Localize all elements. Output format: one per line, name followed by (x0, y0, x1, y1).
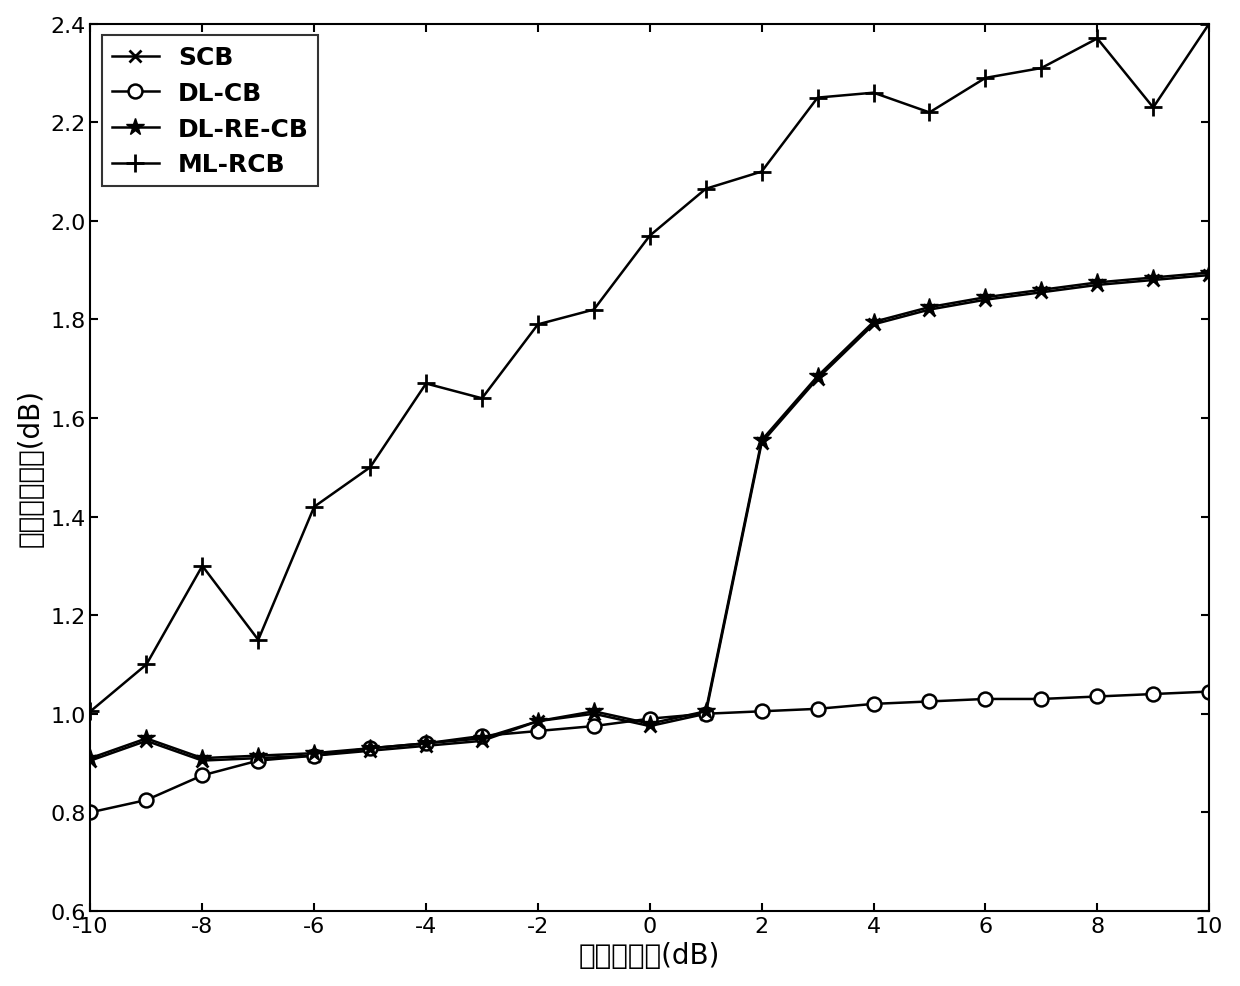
ML-RCB (1146, 103, 1161, 114)
ML-RCB (923, 107, 937, 119)
DL-CB (587, 721, 601, 733)
DL-CB (978, 693, 993, 705)
DL-RE-CB (866, 317, 880, 328)
ML-RCB (1202, 19, 1216, 31)
DL-CB (139, 795, 154, 807)
ML-RCB (195, 560, 210, 572)
SCB (306, 750, 321, 762)
Line: DL-RE-CB: DL-RE-CB (82, 264, 1218, 767)
DL-RE-CB (362, 742, 377, 754)
DL-CB (250, 755, 265, 767)
DL-RE-CB (1202, 267, 1216, 279)
ML-RCB (866, 88, 880, 100)
DL-RE-CB (419, 738, 434, 749)
DL-RE-CB (698, 706, 713, 718)
ML-RCB (362, 461, 377, 473)
SCB (587, 708, 601, 720)
DL-RE-CB (83, 752, 98, 764)
ML-RCB (306, 501, 321, 513)
DL-CB (1090, 691, 1105, 703)
DL-CB (306, 750, 321, 762)
DL-CB (810, 703, 825, 715)
Y-axis label: 输出信干噪比(dB): 输出信干噪比(dB) (16, 388, 45, 547)
ML-RCB (642, 231, 657, 243)
ML-RCB (250, 634, 265, 646)
DL-CB (475, 731, 490, 742)
SCB (810, 374, 825, 386)
ML-RCB (754, 167, 769, 178)
DL-RE-CB (923, 302, 937, 314)
DL-CB (754, 706, 769, 718)
Line: ML-RCB: ML-RCB (82, 16, 1218, 721)
DL-RE-CB (475, 733, 490, 744)
DL-CB (1202, 686, 1216, 698)
SCB (978, 295, 993, 307)
DL-RE-CB (978, 292, 993, 304)
DL-CB (531, 726, 546, 738)
DL-RE-CB (1034, 285, 1049, 297)
SCB (866, 319, 880, 331)
SCB (195, 755, 210, 767)
DL-RE-CB (587, 706, 601, 718)
DL-CB (698, 708, 713, 720)
SCB (1202, 270, 1216, 282)
SCB (1146, 275, 1161, 287)
SCB (642, 721, 657, 733)
DL-CB (1146, 688, 1161, 700)
Line: DL-CB: DL-CB (83, 685, 1216, 819)
ML-RCB (1034, 63, 1049, 75)
DL-CB (866, 698, 880, 710)
ML-RCB (83, 706, 98, 718)
DL-RE-CB (1146, 272, 1161, 284)
ML-RCB (978, 73, 993, 85)
SCB (698, 708, 713, 720)
ML-RCB (698, 183, 713, 195)
SCB (754, 437, 769, 449)
X-axis label: 输入信噪比(dB): 输入信噪比(dB) (579, 942, 720, 969)
SCB (362, 745, 377, 757)
DL-CB (362, 742, 377, 754)
ML-RCB (1090, 34, 1105, 45)
SCB (250, 752, 265, 764)
DL-RE-CB (810, 371, 825, 383)
Line: SCB: SCB (84, 269, 1215, 767)
DL-RE-CB (195, 752, 210, 764)
ML-RCB (419, 379, 434, 390)
Legend: SCB, DL-CB, DL-RE-CB, ML-RCB: SCB, DL-CB, DL-RE-CB, ML-RCB (102, 36, 319, 186)
DL-RE-CB (642, 718, 657, 730)
SCB (923, 305, 937, 317)
SCB (139, 736, 154, 747)
DL-CB (419, 738, 434, 749)
ML-RCB (139, 659, 154, 670)
SCB (531, 716, 546, 728)
DL-RE-CB (139, 733, 154, 744)
DL-CB (1034, 693, 1049, 705)
DL-CB (195, 770, 210, 782)
SCB (419, 740, 434, 752)
DL-CB (923, 696, 937, 708)
DL-RE-CB (306, 747, 321, 759)
ML-RCB (475, 393, 490, 405)
DL-RE-CB (754, 435, 769, 447)
DL-RE-CB (531, 716, 546, 728)
DL-RE-CB (1090, 277, 1105, 289)
DL-CB (83, 807, 98, 818)
DL-CB (642, 713, 657, 725)
ML-RCB (587, 305, 601, 317)
SCB (1034, 287, 1049, 299)
SCB (83, 755, 98, 767)
ML-RCB (810, 93, 825, 105)
SCB (1090, 280, 1105, 292)
SCB (475, 736, 490, 747)
ML-RCB (531, 319, 546, 331)
DL-RE-CB (250, 750, 265, 762)
